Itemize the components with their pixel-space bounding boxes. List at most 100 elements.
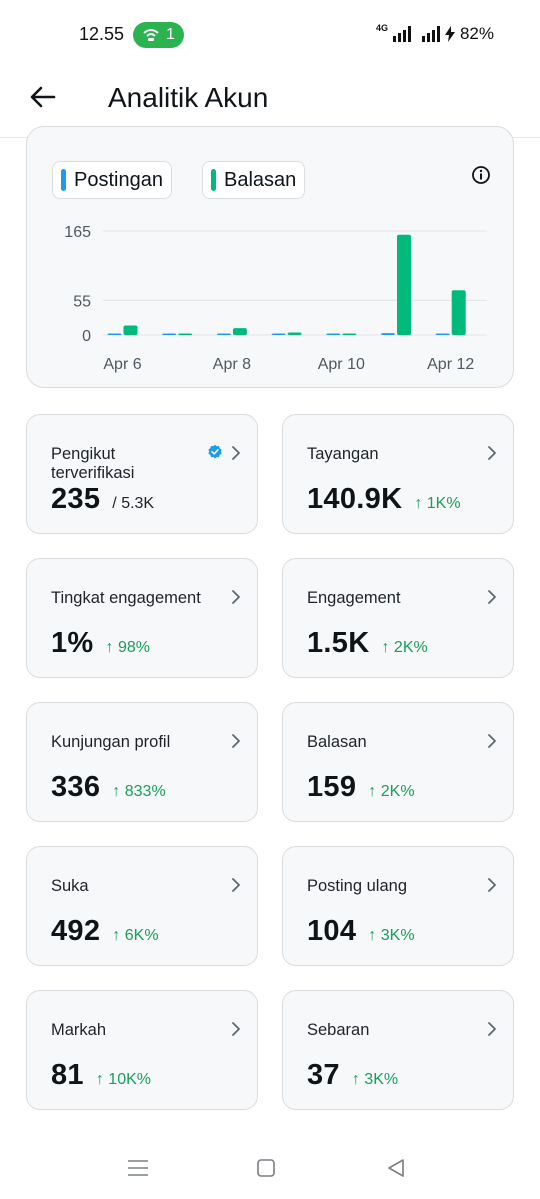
metric-card[interactable]: Balasan 159 ↑ 2K% (282, 702, 514, 822)
recent-apps-button[interactable] (124, 1154, 152, 1182)
metric-delta: ↑ 3K% (368, 927, 415, 944)
metric-value: 1.5K (307, 627, 370, 659)
x-tick-label: Apr 8 (213, 356, 251, 373)
bar-postingan-3[interactable] (271, 333, 286, 336)
legend-postingan[interactable]: Postingan (52, 161, 172, 199)
signal-icon-2 (421, 26, 440, 42)
metric-value: 81 (51, 1059, 84, 1091)
metric-value: 37 (307, 1059, 340, 1091)
bar-balasan-4[interactable] (342, 333, 357, 336)
metric-card[interactable]: Tayangan 140.9K ↑ 1K% (282, 414, 514, 534)
bar-postingan-5[interactable] (381, 333, 395, 335)
metric-value: 159 (307, 771, 357, 803)
y-tick-label: 0 (82, 328, 91, 345)
metric-delta: ↑ 833% (112, 783, 166, 800)
metric-label: Markah (51, 1021, 107, 1039)
metric-value-row: 81 ↑ 10K% (51, 1059, 151, 1092)
metric-value-row: 1.5K ↑ 2K% (307, 627, 428, 660)
metric-label: Engagement (307, 589, 401, 607)
bar-postingan-0[interactable] (107, 333, 122, 336)
system-nav-bar (0, 1138, 540, 1199)
metric-value: 235 (51, 483, 101, 515)
metric-value-row: 159 ↑ 2K% (307, 771, 415, 804)
metric-value-row: 336 ↑ 833% (51, 771, 166, 804)
metric-delta: ↑ 2K% (381, 639, 428, 656)
metric-value: 140.9K (307, 483, 403, 515)
metric-delta: ↑ 3K% (351, 1071, 399, 1088)
metric-delta: ↑ 1K% (414, 495, 461, 512)
battery-level: 82% (459, 24, 494, 43)
status-indicators: 4G 82% (376, 24, 494, 44)
metric-value: 104 (307, 915, 357, 947)
metric-delta: ↑ 6K% (112, 927, 159, 944)
metric-total: / 5.3K (112, 495, 155, 512)
metric-card[interactable]: Tingkat engagement 1% ↑ 98% (26, 558, 258, 678)
metric-value: 492 (51, 915, 101, 947)
home-square-icon (257, 1159, 275, 1177)
info-icon (472, 166, 490, 184)
chevron-right-icon (483, 875, 501, 895)
metric-card[interactable]: Suka 492 ↑ 6K% (26, 846, 258, 966)
menu-icon (128, 1160, 148, 1176)
metric-card[interactable]: Kunjungan profil 336 ↑ 833% (26, 702, 258, 822)
metric-card[interactable]: Sebaran 37 ↑ 3K% (282, 990, 514, 1110)
bar-balasan-5[interactable] (397, 234, 411, 335)
system-back-button[interactable] (382, 1154, 410, 1182)
x-tick-label: Apr 10 (318, 356, 365, 373)
chevron-right-icon (483, 1019, 501, 1039)
bar-chart: 165 55 0 Apr 6 Apr 8 Apr 10 Apr 12 (64, 224, 487, 373)
status-time: 12.55 (79, 24, 125, 44)
metric-value-row: 1% ↑ 98% (51, 627, 150, 660)
bar-balasan-1[interactable] (178, 333, 193, 336)
bar-postingan-4[interactable] (326, 333, 341, 336)
metric-card[interactable]: Posting ulang 104 ↑ 3K% (282, 846, 514, 966)
legend-label-balasan: Balasan (224, 168, 297, 191)
legend-label-postingan: Postingan (74, 168, 163, 191)
metric-label: Balasan (307, 733, 367, 751)
metric-card[interactable]: Pengikut terverifikasi 235 / 5.3K (26, 414, 258, 534)
metric-value-row: 492 ↑ 6K% (51, 915, 159, 948)
bar-postingan-2[interactable] (216, 333, 231, 336)
bar-balasan-2[interactable] (232, 328, 247, 335)
chevron-right-icon (483, 731, 501, 751)
metric-delta: ↑ 10K% (95, 1071, 151, 1088)
chevron-right-icon (227, 587, 245, 607)
network-type: 4G (375, 23, 388, 33)
hotspot-badge: 1 (133, 22, 184, 48)
bar-postingan-6[interactable] (435, 333, 450, 336)
metric-value-row: 140.9K ↑ 1K% (307, 483, 461, 516)
chevron-right-icon (483, 587, 501, 607)
metric-value-row: 235 / 5.3K (51, 483, 154, 516)
bar-balasan-0[interactable] (123, 325, 138, 335)
metric-label: Sebaran (307, 1021, 370, 1039)
signal-icon (392, 26, 411, 42)
x-tick-label: Apr 6 (103, 356, 141, 373)
info-button[interactable] (469, 163, 493, 187)
legend-swatch-postingan (61, 169, 66, 191)
metric-label: Tayangan (307, 445, 379, 463)
metric-label: Kunjungan profil (51, 733, 171, 751)
legend-swatch-balasan (211, 169, 216, 191)
triangle-back-icon (388, 1159, 404, 1177)
metric-value-row: 37 ↑ 3K% (307, 1059, 398, 1092)
hotspot-icon (143, 29, 159, 41)
chevron-right-icon (227, 731, 245, 751)
charging-icon (444, 26, 455, 42)
bar-balasan-3[interactable] (287, 332, 302, 335)
home-button[interactable] (252, 1154, 280, 1182)
chevron-right-icon (227, 875, 245, 895)
metric-card[interactable]: Engagement 1.5K ↑ 2K% (282, 558, 514, 678)
metric-label: Pengikut terverifikasi (51, 445, 135, 482)
legend-balasan[interactable]: Balasan (202, 161, 306, 199)
metric-label: Tingkat engagement (51, 589, 201, 607)
metric-value: 336 (51, 771, 101, 803)
back-button[interactable] (26, 80, 60, 114)
arrow-left-icon (30, 86, 56, 108)
metric-card[interactable]: Markah 81 ↑ 10K% (26, 990, 258, 1110)
bar-balasan-6[interactable] (451, 290, 466, 335)
bar-postingan-1[interactable] (162, 333, 177, 336)
metric-label: Posting ulang (307, 877, 407, 895)
chevron-right-icon (227, 1019, 245, 1039)
chevron-right-icon (483, 443, 501, 463)
metric-delta: ↑ 2K% (368, 783, 415, 800)
